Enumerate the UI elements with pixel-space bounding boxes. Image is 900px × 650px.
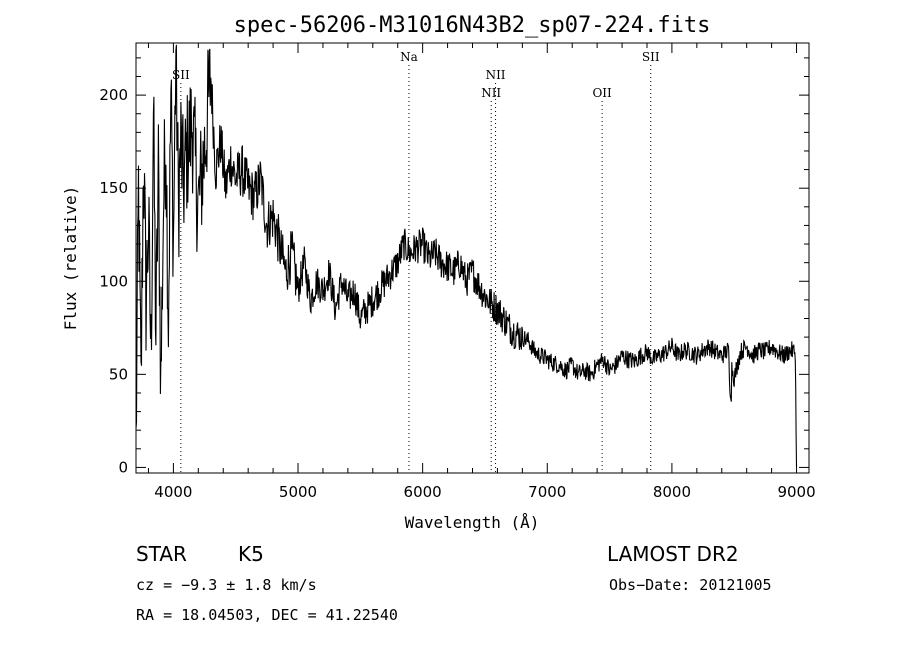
spectral-lines: SII Na NII NII OII SII — [172, 50, 660, 473]
x-tick-label: 5000 — [279, 483, 317, 501]
spectral-line-label: OII — [592, 86, 612, 100]
x-tick-label: 8000 — [653, 483, 691, 501]
x-tick-label: 9000 — [777, 483, 815, 501]
y-tick-label: 100 — [99, 272, 128, 290]
x-axis-label: Wavelength (Å) — [405, 513, 540, 532]
coordinates-text: RA = 18.04503, DEC = 41.22540 — [136, 606, 398, 624]
y-axis-label: Flux (relative) — [61, 186, 80, 331]
star-class: STAR — [136, 542, 187, 566]
x-tick-label: 4000 — [154, 483, 192, 501]
spectral-line-label: NII — [481, 86, 501, 100]
x-tick-label: 7000 — [528, 483, 566, 501]
chart-title: spec-56206-M31016N43B2_sp07-224.fits — [234, 13, 711, 38]
spectral-line-label: Na — [400, 50, 418, 64]
spectrum-line — [135, 44, 798, 468]
spectral-line-label: SII — [172, 68, 190, 82]
plot-frame — [135, 42, 810, 474]
redshift-text: cz = −9.3 ± 1.8 km/s — [136, 576, 317, 594]
y-tick-label: 50 — [109, 365, 128, 383]
obs-date-text: Obs−Date: 20121005 — [609, 576, 772, 594]
star-subclass: K5 — [238, 542, 264, 566]
spectral-line-label: NII — [486, 68, 506, 82]
x-tick-label: 6000 — [404, 483, 442, 501]
spectral-line-label: SII — [642, 50, 660, 64]
axis-ticks: 4000 5000 6000 7000 8000 9000 0 50 100 150 200 — [99, 43, 816, 501]
y-tick-label: 200 — [99, 86, 128, 104]
survey-name: LAMOST DR2 — [607, 542, 739, 566]
y-tick-label: 0 — [118, 458, 128, 476]
y-tick-label: 150 — [99, 179, 128, 197]
spectrum-series — [135, 44, 798, 468]
